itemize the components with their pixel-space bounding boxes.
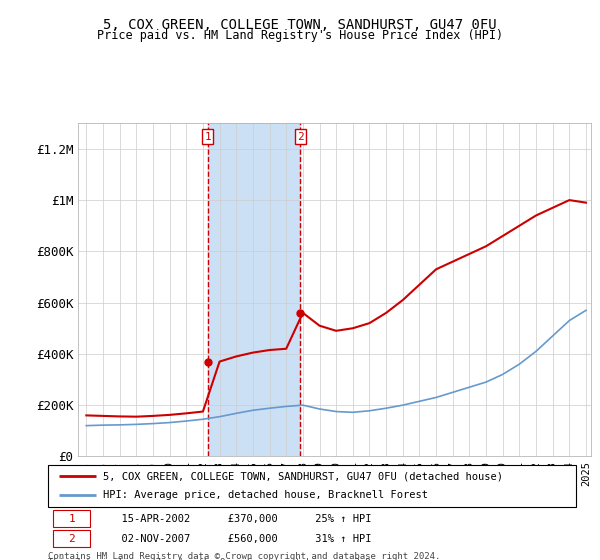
Text: 1: 1 [68, 514, 75, 524]
Text: This data is licensed under the Open Government Licence v3.0.: This data is licensed under the Open Gov… [48, 558, 376, 560]
FancyBboxPatch shape [48, 465, 576, 507]
Text: 2: 2 [68, 534, 75, 544]
Text: Price paid vs. HM Land Registry's House Price Index (HPI): Price paid vs. HM Land Registry's House … [97, 29, 503, 42]
FancyBboxPatch shape [53, 510, 90, 527]
Text: 2: 2 [297, 132, 304, 142]
FancyBboxPatch shape [53, 530, 90, 547]
Bar [208, 123, 300, 456]
Text: HPI: Average price, detached house, Bracknell Forest: HPI: Average price, detached house, Brac… [103, 491, 428, 501]
Text: 02-NOV-2007      £560,000      31% ↑ HPI: 02-NOV-2007 £560,000 31% ↑ HPI [109, 534, 371, 544]
Text: Contains HM Land Registry data © Crown copyright and database right 2024.: Contains HM Land Registry data © Crown c… [48, 552, 440, 560]
Text: 15-APR-2002      £370,000      25% ↑ HPI: 15-APR-2002 £370,000 25% ↑ HPI [109, 514, 371, 524]
Text: 5, COX GREEN, COLLEGE TOWN, SANDHURST, GU47 0FU (detached house): 5, COX GREEN, COLLEGE TOWN, SANDHURST, G… [103, 471, 503, 481]
Text: 1: 1 [205, 132, 211, 142]
Text: 5, COX GREEN, COLLEGE TOWN, SANDHURST, GU47 0FU: 5, COX GREEN, COLLEGE TOWN, SANDHURST, G… [103, 18, 497, 32]
